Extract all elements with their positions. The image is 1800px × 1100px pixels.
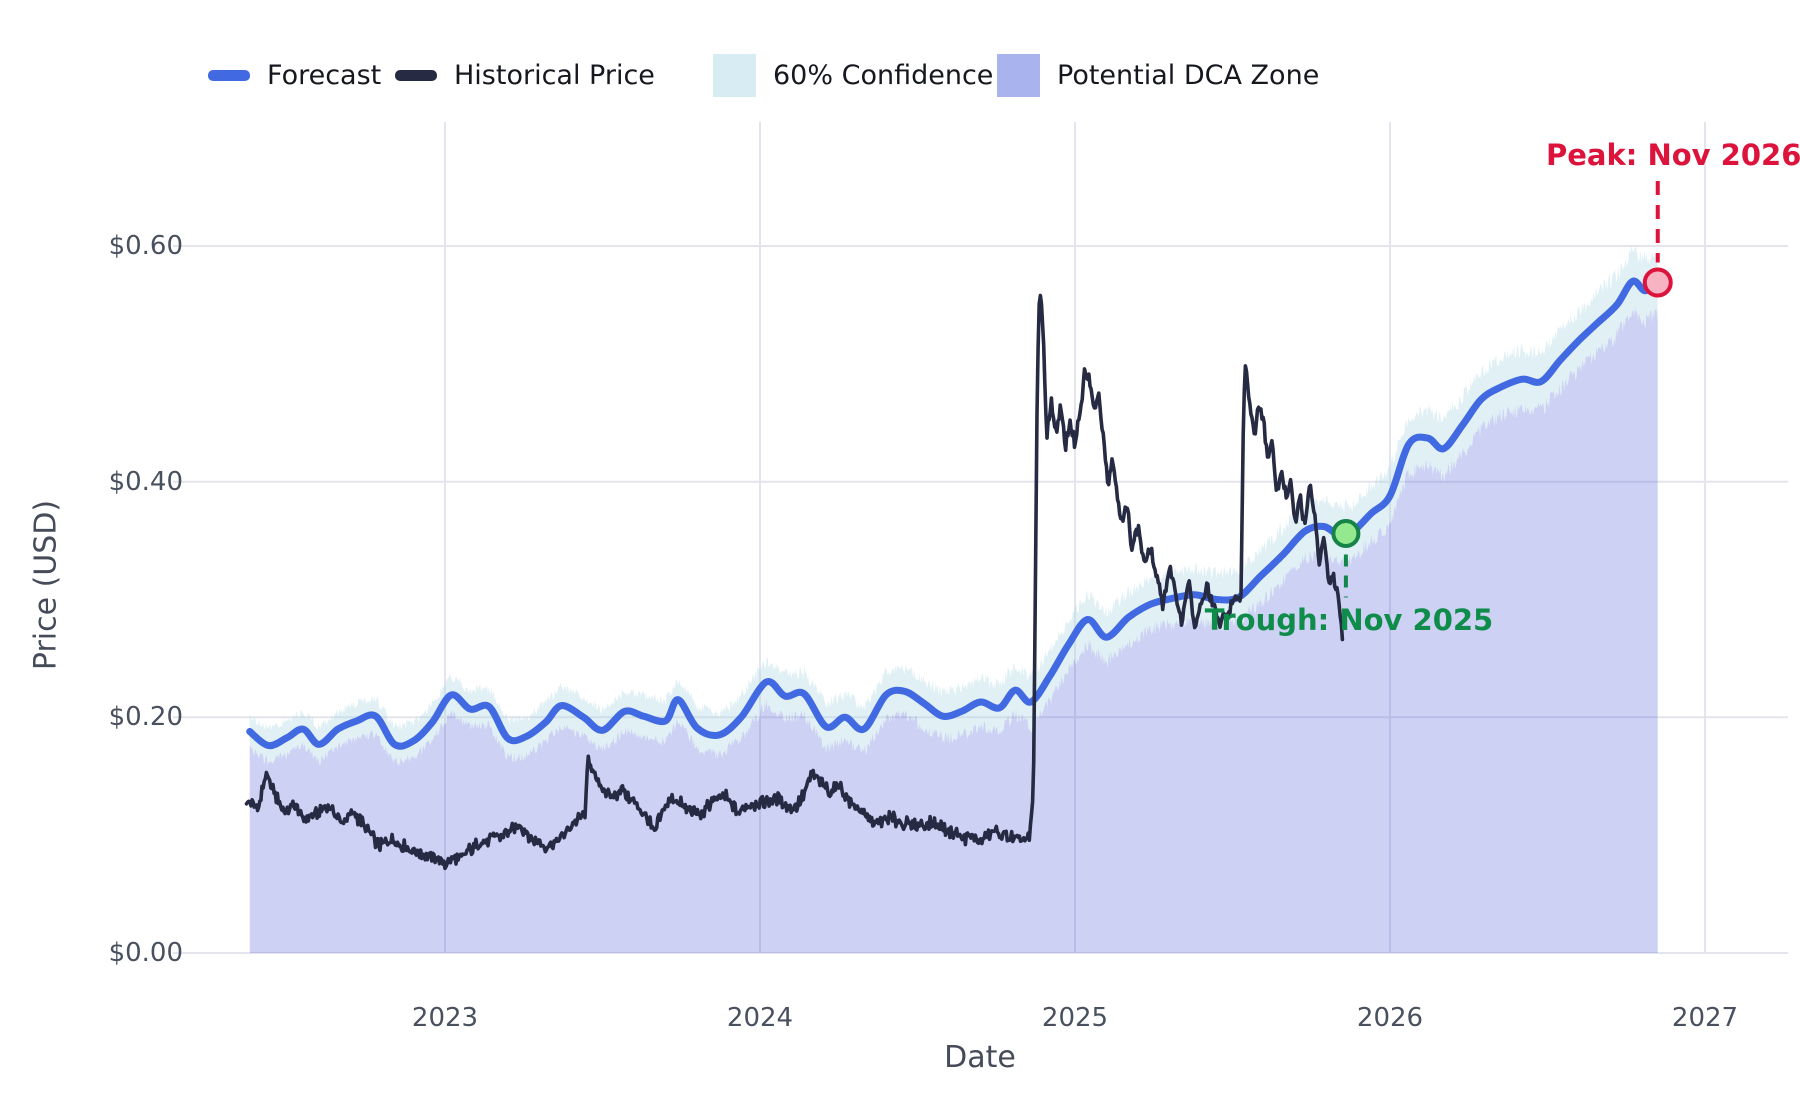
legend-label-dca-zone: Potential DCA Zone: [1057, 59, 1320, 91]
x-axis-label: Date: [944, 1040, 1016, 1075]
peak-annotation-label: Peak: Nov 2026: [1546, 138, 1800, 172]
xtick-2023: 2023: [411, 1003, 479, 1033]
xtick-2025: 2025: [1041, 1003, 1109, 1033]
historical-line-swatch-icon: [395, 69, 437, 81]
legend-label-forecast: Forecast: [267, 59, 382, 91]
legend-item-confidence: 60% Confidence: [713, 50, 993, 100]
trough-annotation-label: Trough: Nov 2025: [1204, 603, 1494, 637]
xtick-2024: 2024: [726, 1003, 794, 1033]
legend-item-forecast: Forecast: [208, 50, 381, 100]
xtick-2027: 2027: [1671, 1003, 1739, 1033]
xtick-2026: 2026: [1356, 1003, 1424, 1033]
ytick-0.00: $0.00: [108, 938, 183, 968]
legend-label-confidence: 60% Confidence: [773, 59, 994, 91]
ytick-0.20: $0.20: [108, 702, 183, 732]
forecast-line-swatch-icon: [208, 69, 250, 81]
legend-item-historical: Historical Price: [395, 50, 655, 100]
legend: Forecast Historical Price 60% Confidence…: [0, 50, 1800, 100]
legend-label-historical: Historical Price: [454, 59, 655, 91]
ytick-0.60: $0.60: [108, 231, 183, 261]
dca-zone-patch-swatch-icon: [997, 53, 1040, 97]
legend-item-dca-zone: Potential DCA Zone: [997, 50, 1319, 100]
ytick-0.40: $0.40: [108, 467, 183, 497]
confidence-patch-swatch-icon: [713, 53, 756, 97]
y-axis-label: Price (USD): [28, 499, 64, 671]
